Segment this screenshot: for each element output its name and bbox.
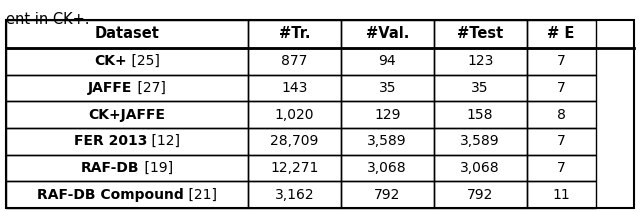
Bar: [527, 181, 596, 208]
Text: [21]: [21]: [184, 188, 217, 202]
Bar: [340, 155, 434, 181]
Text: 11: 11: [552, 188, 570, 202]
Bar: [340, 20, 434, 48]
Text: 3,589: 3,589: [367, 134, 407, 148]
Bar: [6, 181, 248, 208]
Text: 12,271: 12,271: [270, 161, 319, 175]
Bar: [340, 75, 434, 101]
Bar: [527, 101, 596, 128]
Bar: [434, 75, 527, 101]
Text: 94: 94: [378, 54, 396, 68]
Text: RAF-DB Compound: RAF-DB Compound: [37, 188, 184, 202]
Bar: [6, 48, 248, 75]
Bar: [248, 181, 340, 208]
Text: [19]: [19]: [140, 161, 173, 175]
Text: Dataset: Dataset: [95, 26, 159, 42]
Text: FER 2013: FER 2013: [74, 134, 147, 148]
Bar: [248, 128, 340, 155]
Text: 35: 35: [472, 81, 489, 95]
Bar: [6, 155, 248, 181]
Bar: [527, 75, 596, 101]
Text: 3,068: 3,068: [460, 161, 500, 175]
Bar: [527, 48, 596, 75]
Text: #Val.: #Val.: [365, 26, 409, 42]
Text: #Test: #Test: [457, 26, 503, 42]
Bar: [248, 48, 340, 75]
Bar: [434, 20, 527, 48]
Text: 3,589: 3,589: [460, 134, 500, 148]
Text: 7: 7: [557, 54, 566, 68]
Text: 3,068: 3,068: [367, 161, 407, 175]
Text: CK+: CK+: [94, 54, 127, 68]
Text: 3,162: 3,162: [275, 188, 314, 202]
Text: 28,709: 28,709: [270, 134, 319, 148]
Text: 35: 35: [378, 81, 396, 95]
Text: # E: # E: [547, 26, 575, 42]
Bar: [434, 181, 527, 208]
Bar: [6, 128, 248, 155]
Text: [25]: [25]: [127, 54, 159, 68]
Bar: [527, 155, 596, 181]
Bar: [434, 101, 527, 128]
Text: 1,020: 1,020: [275, 108, 314, 122]
Text: 158: 158: [467, 108, 493, 122]
Bar: [340, 128, 434, 155]
Bar: [248, 155, 340, 181]
Bar: [527, 128, 596, 155]
Bar: [248, 101, 340, 128]
Text: 7: 7: [557, 81, 566, 95]
Bar: [340, 48, 434, 75]
Text: RAF-DB: RAF-DB: [81, 161, 140, 175]
Text: JAFFE: JAFFE: [88, 81, 132, 95]
Bar: [340, 101, 434, 128]
Bar: [248, 75, 340, 101]
Text: 143: 143: [281, 81, 307, 95]
Text: 7: 7: [557, 134, 566, 148]
Bar: [6, 20, 634, 208]
Text: 792: 792: [467, 188, 493, 202]
Bar: [6, 20, 248, 48]
Text: 123: 123: [467, 54, 493, 68]
Text: ent in CK+.: ent in CK+.: [6, 12, 90, 27]
Text: 129: 129: [374, 108, 401, 122]
Bar: [340, 181, 434, 208]
Text: 792: 792: [374, 188, 401, 202]
Text: 877: 877: [281, 54, 307, 68]
Bar: [6, 75, 248, 101]
Bar: [434, 48, 527, 75]
Text: CK+JAFFE: CK+JAFFE: [88, 108, 165, 122]
Text: [12]: [12]: [147, 134, 180, 148]
Text: #Tr.: #Tr.: [278, 26, 310, 42]
Bar: [434, 155, 527, 181]
Bar: [434, 128, 527, 155]
Bar: [527, 20, 596, 48]
Text: 8: 8: [557, 108, 566, 122]
Bar: [248, 20, 340, 48]
Bar: [6, 101, 248, 128]
Text: [27]: [27]: [132, 81, 166, 95]
Text: 7: 7: [557, 161, 566, 175]
